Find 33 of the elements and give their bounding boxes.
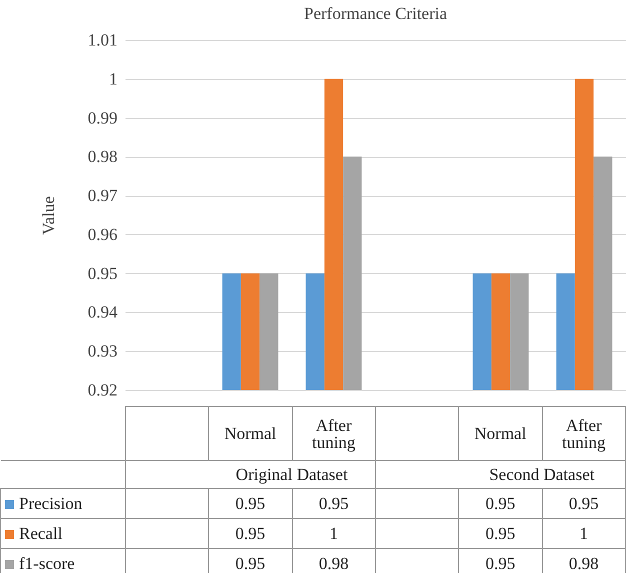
data-label: 0.95 [458, 488, 542, 518]
x-tick-label: After tuning [542, 406, 626, 460]
y-tick-label: 0.97 [88, 186, 118, 206]
data-label: 0.95 [458, 518, 542, 548]
y-axis-title: Value [38, 196, 58, 235]
y-tick-label: 0.92 [88, 380, 118, 400]
data-label: 0.95 [542, 488, 626, 518]
y-tick-label: 0.96 [88, 224, 118, 244]
data-label: 1 [292, 518, 376, 548]
data-label: 0.95 [458, 548, 542, 573]
y-tick-label: 0.93 [88, 342, 118, 361]
data-label: 0.95 [292, 488, 376, 518]
text: Second Dataset [458, 460, 626, 488]
chart-title: Performance Criteria [304, 4, 448, 23]
x-tick-label: Normal [208, 406, 292, 460]
data-label: 0.95 [208, 488, 292, 518]
data-label: 0.95 [208, 518, 292, 548]
y-tick-label: 1.01 [88, 30, 118, 50]
legend-label: f1-score [0, 548, 126, 573]
legend-label: Precision [0, 488, 126, 518]
data-label: 0.95 [208, 548, 292, 573]
y-tick-label: 0.94 [88, 302, 118, 322]
data-label: 0.98 [542, 548, 626, 573]
y-tick-label: 1 [109, 69, 118, 88]
y-tick-label: 0.99 [88, 108, 118, 128]
x-tick-label: Normal [458, 406, 542, 460]
y-tick-label: 0.95 [88, 264, 118, 283]
data-label: 0.98 [292, 548, 376, 573]
legend-label: Recall [0, 518, 126, 548]
y-tick-label: 0.98 [88, 147, 118, 166]
text: Original Dataset [208, 460, 376, 488]
data-label: 1 [542, 518, 626, 548]
x-tick-label: After tuning [292, 406, 376, 460]
